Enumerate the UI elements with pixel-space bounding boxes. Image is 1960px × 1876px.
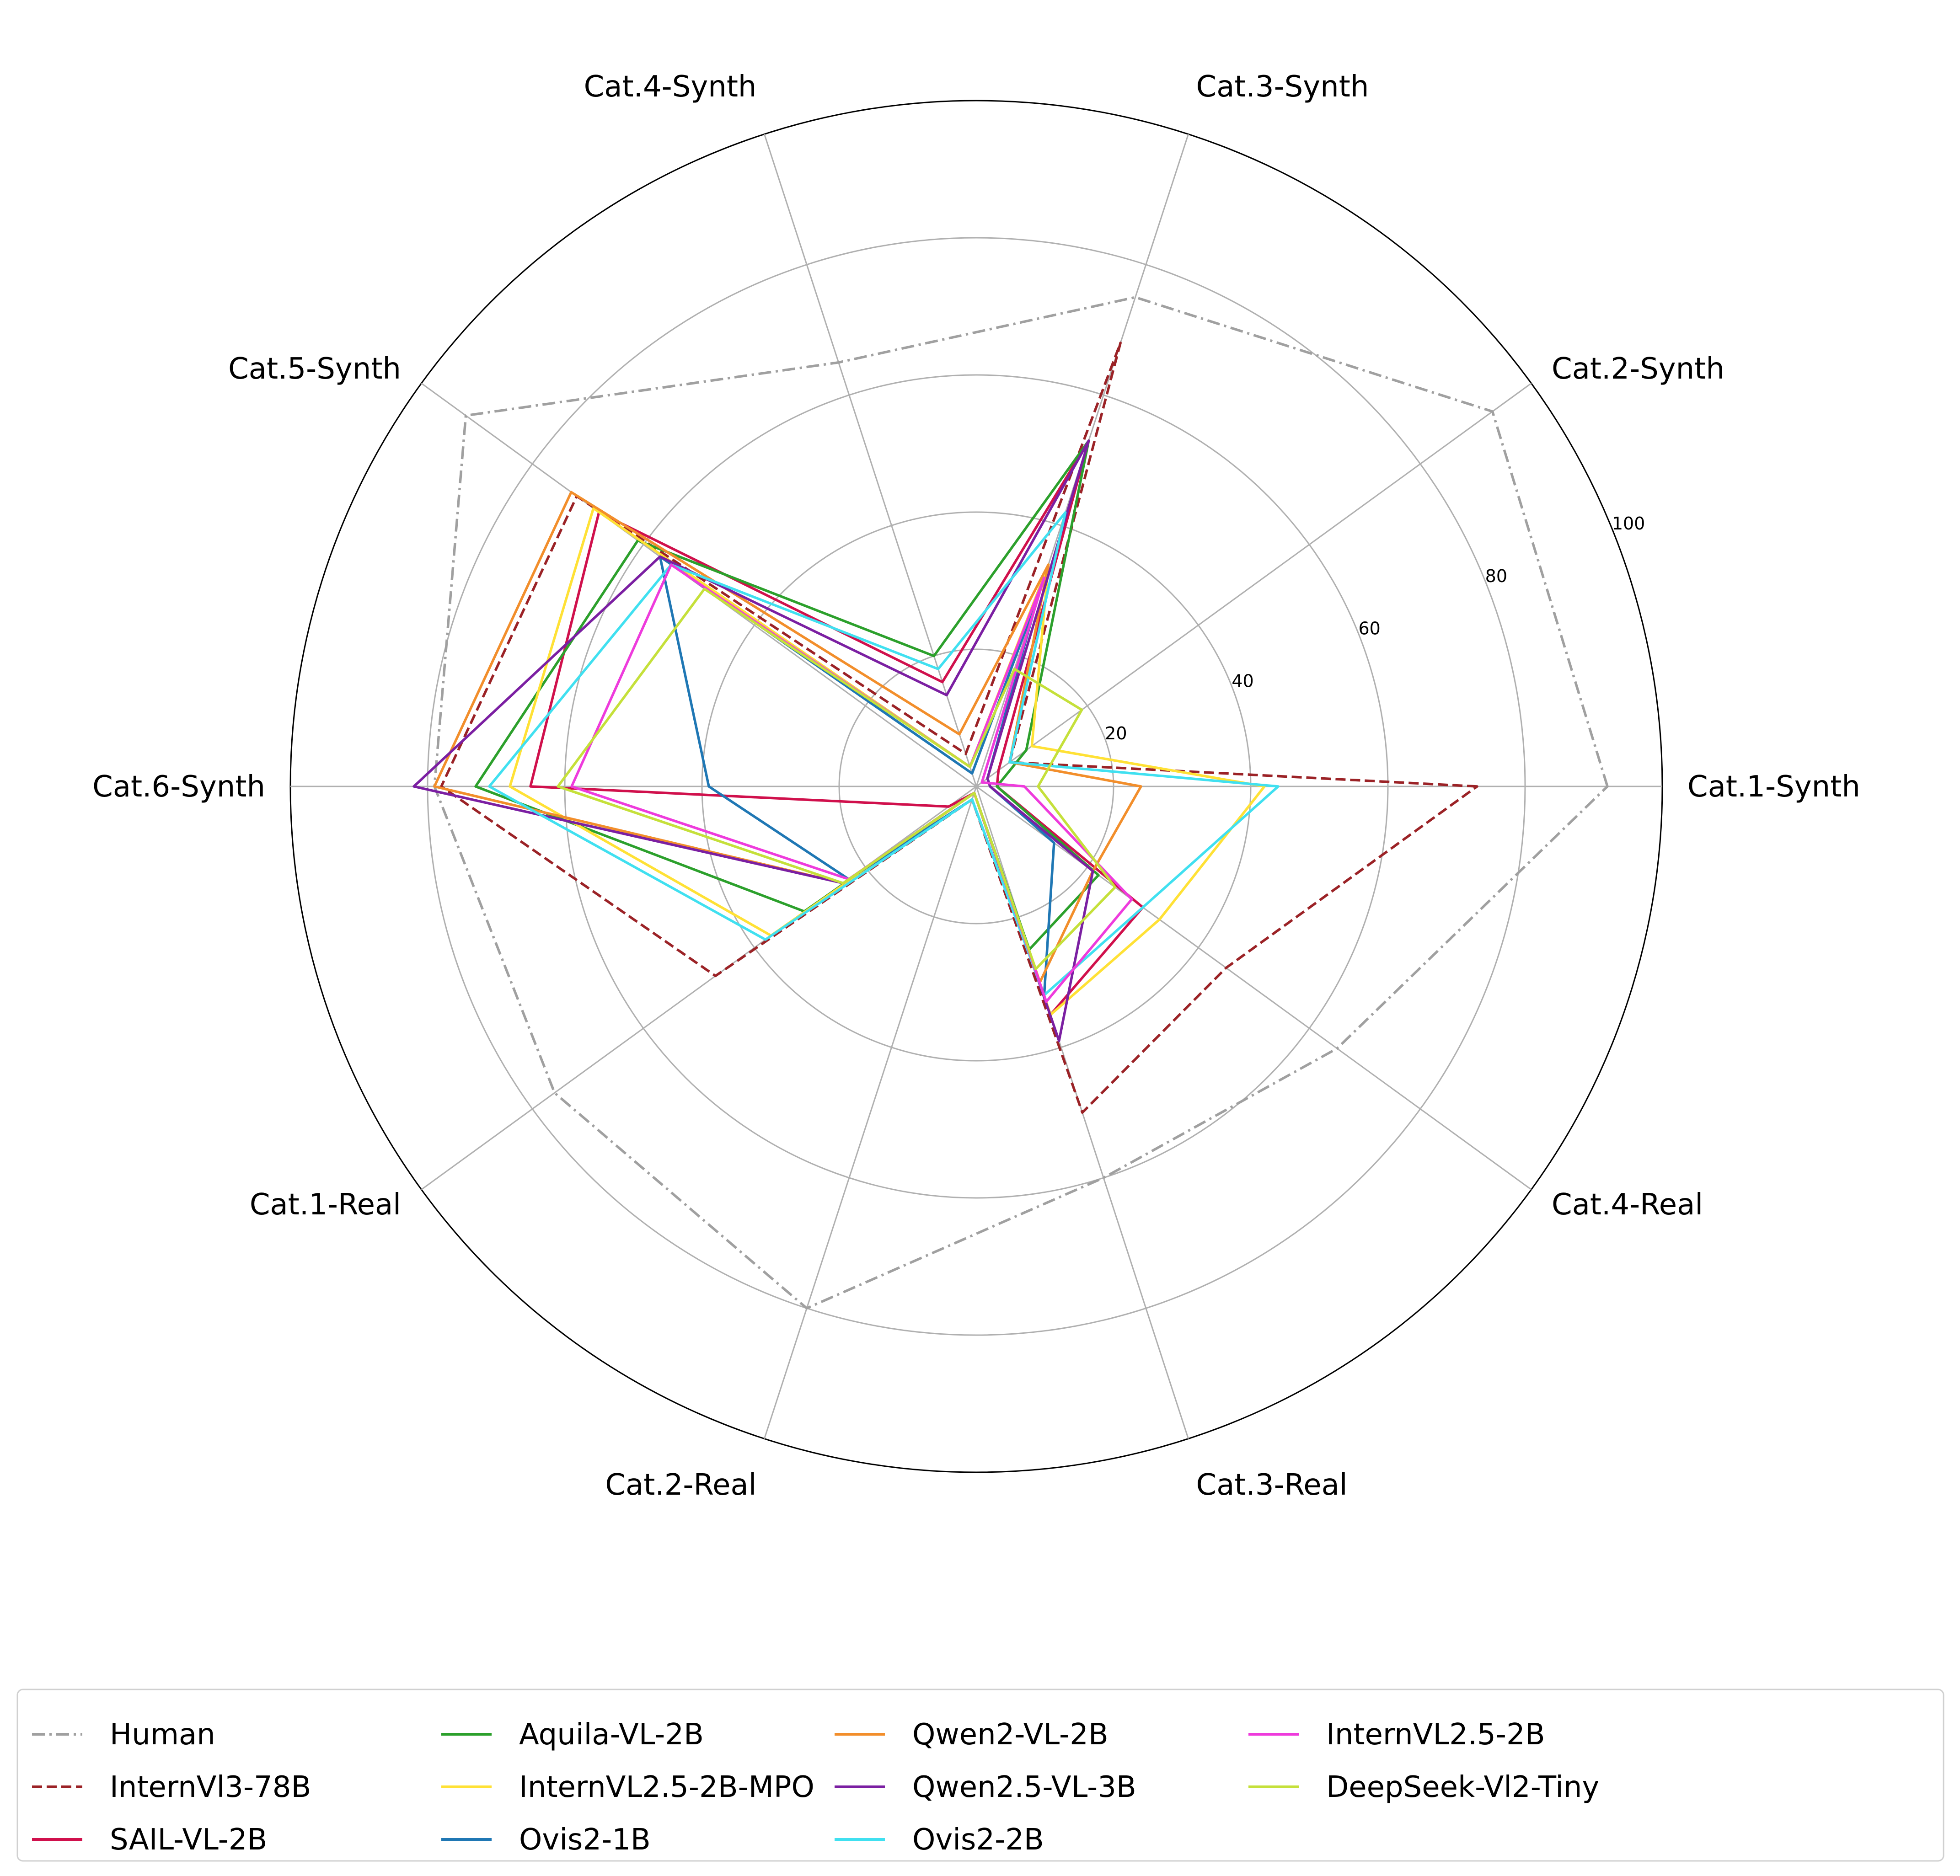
legend-frame — [16, 1689, 1944, 1862]
axis-label-cat-6-synth: Cat.6-Synth — [92, 770, 265, 804]
tick-label-80: 80 — [1485, 566, 1507, 586]
legend-label-deepseek-vl2-tiny: DeepSeek-Vl2-Tiny — [1326, 1770, 1599, 1804]
axis-label-cat-3-synth: Cat.3-Synth — [1196, 70, 1369, 104]
spoke-cat-2-real — [764, 786, 977, 1439]
legend-label-human: Human — [110, 1718, 215, 1752]
axis-label-cat-3-real: Cat.3-Real — [1196, 1468, 1348, 1502]
tick-label-100: 100 — [1612, 513, 1645, 534]
axis-label-cat-4-real: Cat.4-Real — [1552, 1188, 1703, 1222]
series-line-deepseek-vl2-tiny — [557, 588, 1117, 971]
series-line-internvl2-5-2b — [570, 563, 1133, 1003]
series-line-internvl3-78b — [440, 342, 1478, 1114]
legend-label-internvl2-5-2b-mpo: InternVL2.5-2B-MPO — [519, 1770, 814, 1804]
axis-labels: Cat.1-Synth Cat.2-Synth Cat.3-Synth Cat.4-S… — [92, 70, 1860, 1502]
legend-label-ovis2-1b: Ovis2-1B — [519, 1823, 651, 1857]
tick-label-40: 40 — [1232, 671, 1253, 691]
spoke-cat-4-real — [976, 786, 1532, 1190]
legend-label-sail-vl-2b: SAIL-VL-2B — [110, 1823, 267, 1857]
axis-label-cat-4-synth: Cat.4-Synth — [584, 70, 757, 104]
spoke-cat-4-synth — [764, 134, 977, 787]
radial-tick-labels: 20 40 60 80 100 — [1105, 513, 1645, 743]
axis-label-cat-1-real: Cat.1-Real — [250, 1188, 401, 1222]
axis-label-cat-1-synth: Cat.1-Synth — [1687, 770, 1860, 804]
radar-grid — [289, 100, 1663, 1473]
series-line-qwen2-5-vl-3b — [412, 439, 1094, 1042]
tick-label-60: 60 — [1358, 619, 1380, 639]
series-lines — [412, 296, 1609, 1310]
legend-label-qwen2-vl-2b: Qwen2-VL-2B — [912, 1718, 1109, 1752]
axis-label-cat-2-synth: Cat.2-Synth — [1552, 352, 1724, 386]
legend: Human InternVl3-78B SAIL-VL-2B Aquila-VL-2B… — [16, 1689, 1944, 1862]
legend-label-internvl2-5-2b: InternVL2.5-2B — [1326, 1718, 1545, 1752]
axis-label-cat-2-real: Cat.2-Real — [605, 1468, 756, 1502]
tick-label-20: 20 — [1105, 723, 1127, 743]
legend-label-internvl3-78b: InternVl3-78B — [110, 1770, 311, 1804]
legend-label-aquila-vl-2b: Aquila-VL-2B — [519, 1718, 704, 1752]
legend-label-ovis2-2b: Ovis2-2B — [912, 1823, 1044, 1857]
series-line-internvl2-5-2b-mpo — [509, 507, 1266, 1016]
spoke-cat-2-synth — [976, 383, 1532, 787]
legend-label-qwen2-5-vl-3b: Qwen2.5-VL-3B — [912, 1770, 1136, 1804]
axis-label-cat-5-synth: Cat.5-Synth — [228, 352, 401, 386]
series-line-aquila-vl-2b — [474, 439, 1100, 951]
series-line-sail-vl-2b — [529, 439, 1144, 1016]
